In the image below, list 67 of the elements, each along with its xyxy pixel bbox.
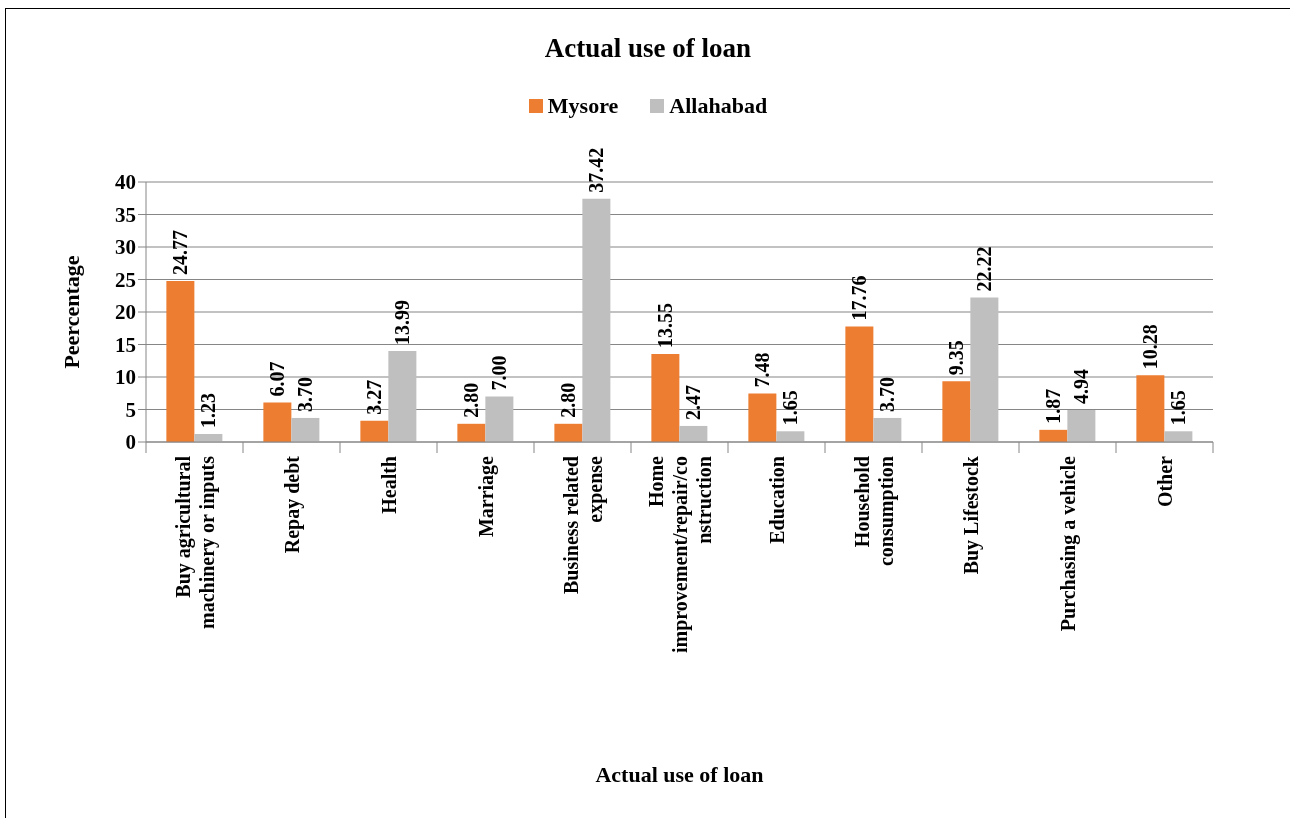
bar <box>845 326 874 442</box>
data-label: 1.65 <box>779 390 802 426</box>
bar <box>873 417 902 442</box>
bar <box>291 417 320 442</box>
x-tick-label: Purchasing a vehicle <box>1056 455 1080 632</box>
y-tick-label: 15 <box>115 332 136 357</box>
y-axis-title: Peercentage <box>58 255 84 369</box>
x-tick-label: Buy agricultural machinery or inputs <box>171 455 219 629</box>
x-tick-label: Education <box>765 456 788 544</box>
data-label: 17.76 <box>848 275 871 321</box>
data-label: 37.42 <box>585 147 608 193</box>
legend-label: Allahabad <box>669 93 768 119</box>
bar <box>388 351 417 442</box>
data-label: 4.94 <box>1070 368 1093 404</box>
bar <box>263 402 292 442</box>
bar <box>1164 431 1193 442</box>
y-tick-label: 30 <box>115 235 136 260</box>
y-tick-label: 0 <box>125 430 136 455</box>
bar <box>651 353 680 442</box>
bar <box>166 281 195 442</box>
x-tick-label: Repay debt <box>280 455 304 554</box>
x-tick-label: Business related expense <box>559 455 607 594</box>
data-label: 9.35 <box>945 340 968 376</box>
bar <box>942 381 971 442</box>
x-axis-title: Actual use of loan <box>595 761 764 787</box>
bar <box>360 420 389 442</box>
data-label: 3.70 <box>294 376 317 412</box>
data-label: 13.55 <box>654 302 677 348</box>
y-tick-label: 35 <box>115 202 136 227</box>
data-label: 1.23 <box>197 393 220 429</box>
y-tick-label: 10 <box>115 365 136 390</box>
data-label: 13.99 <box>391 300 414 346</box>
bar <box>485 396 514 442</box>
bar <box>554 423 583 442</box>
data-label: 3.70 <box>876 376 899 412</box>
legend-label: Mysore <box>547 93 619 119</box>
data-label: 2.80 <box>460 382 483 418</box>
bar <box>1067 409 1096 442</box>
x-tick-label: Household consumption <box>850 456 898 567</box>
data-label: 1.65 <box>1167 390 1190 426</box>
data-label: 2.47 <box>682 384 705 420</box>
data-label: 7.00 <box>488 355 511 391</box>
data-label: 6.07 <box>266 361 289 397</box>
x-tick-label: Marriage <box>474 455 498 538</box>
y-tick-label: 25 <box>115 267 136 292</box>
bar <box>1039 429 1068 442</box>
x-tick-label: Health <box>377 456 400 514</box>
bar <box>970 297 999 442</box>
chart-title: Actual use of loan <box>543 33 753 64</box>
bar <box>776 431 805 442</box>
y-tick-label: 20 <box>115 300 136 325</box>
data-label: 7.48 <box>751 352 774 388</box>
y-tick-label: 40 <box>115 170 136 195</box>
data-label: 24.77 <box>169 229 192 275</box>
bar <box>679 425 708 442</box>
y-tick-label: 5 <box>125 397 136 422</box>
bar <box>582 198 611 442</box>
data-label: 2.80 <box>557 382 580 418</box>
data-label: 3.27 <box>363 379 386 415</box>
data-label: 10.28 <box>1139 324 1162 370</box>
data-label: 1.87 <box>1042 388 1065 424</box>
x-tick-label: Buy Lifestock <box>959 455 983 575</box>
bar <box>457 423 486 442</box>
bar <box>1136 375 1165 442</box>
x-tick-label: Other <box>1153 455 1176 508</box>
bar <box>748 393 777 442</box>
data-label: 22.22 <box>973 246 996 292</box>
